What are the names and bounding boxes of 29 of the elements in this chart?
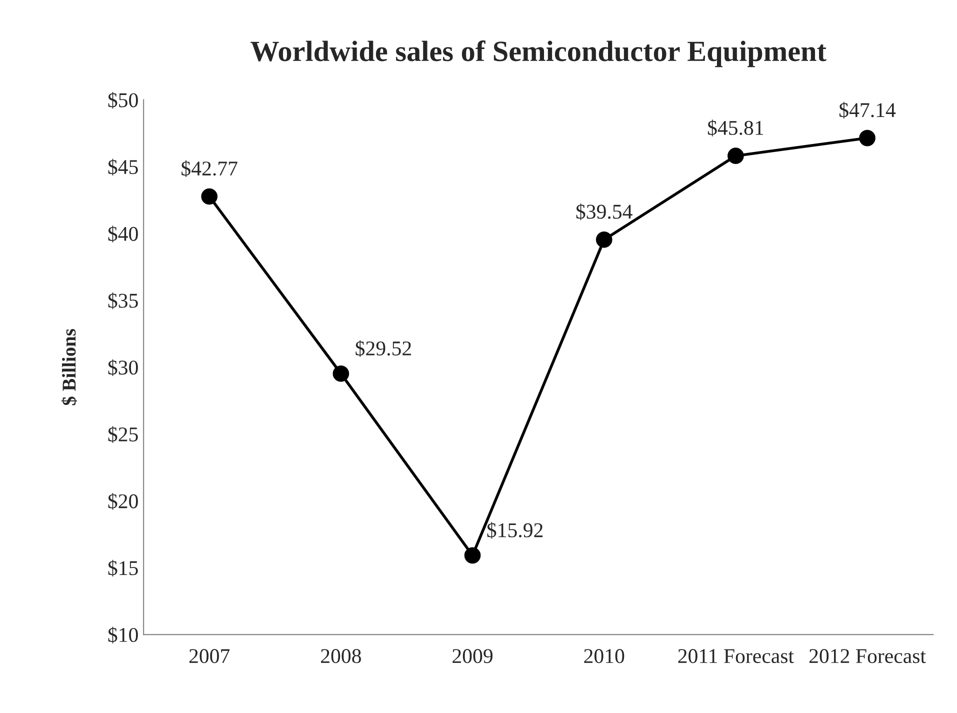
x-tick-label: 2009: [452, 649, 492, 664]
y-axis-title: $ Billions: [61, 329, 78, 406]
chart-title: Worldwide sales of Semiconductor Equipment: [250, 40, 826, 68]
x-tick-label: 2008: [321, 649, 361, 664]
y-tick-label: $25: [108, 426, 138, 443]
y-tick-label: $10: [108, 626, 138, 644]
point: [332, 365, 350, 382]
x-tick-label: 2011 Forecast: [678, 649, 794, 664]
data-label: $42.77: [182, 160, 238, 177]
data-label: $47.14: [840, 102, 896, 119]
x-tick-label: 2010: [584, 649, 624, 664]
y-tick-label: $35: [108, 292, 138, 310]
y-tick-label: $20: [108, 493, 138, 510]
y-tick-label: $50: [108, 92, 138, 109]
y-tick-label: $40: [108, 226, 138, 242]
data-label: $29.52: [356, 340, 411, 357]
x-tick-label: 2007: [189, 649, 230, 664]
point: [596, 232, 612, 248]
point: [201, 188, 218, 205]
data-label: $39.54: [576, 203, 632, 220]
y-tick-label: $30: [108, 359, 138, 376]
y-tick-label: $45: [108, 158, 138, 176]
point: [859, 130, 876, 146]
data-label: $15.92: [487, 522, 543, 539]
x-tick-label: 2012 Forecast: [809, 649, 926, 664]
y-tick-label: $15: [108, 560, 138, 577]
data-label: $45.81: [708, 120, 764, 136]
point: [464, 547, 481, 564]
point: [728, 148, 744, 164]
